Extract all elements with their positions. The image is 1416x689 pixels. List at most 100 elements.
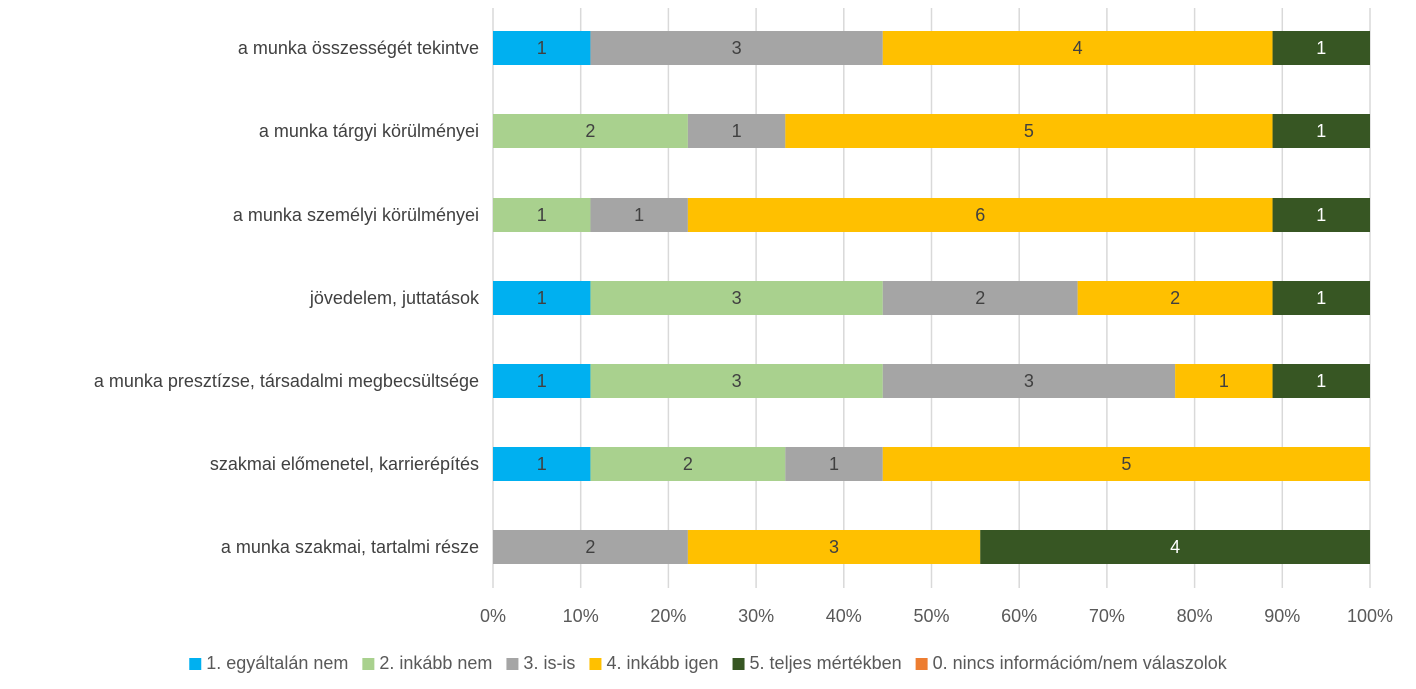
legend-item: 3. is-is bbox=[506, 653, 575, 673]
data-label: 5 bbox=[1121, 454, 1131, 474]
bar-segment bbox=[493, 31, 591, 65]
legend-label: 5. teljes mértékben bbox=[750, 653, 902, 673]
data-label: 3 bbox=[732, 38, 742, 58]
data-label: 2 bbox=[585, 537, 595, 557]
category-label: a munka tárgyi körülményei bbox=[259, 121, 479, 141]
bar-segment bbox=[882, 31, 1273, 65]
data-label: 1 bbox=[1316, 205, 1326, 225]
data-label: 3 bbox=[1024, 371, 1034, 391]
legend-label: 2. inkább nem bbox=[379, 653, 492, 673]
category-label: jövedelem, juttatások bbox=[309, 288, 480, 308]
bar-segment bbox=[882, 447, 1370, 481]
data-label: 1 bbox=[537, 454, 547, 474]
x-tick-label: 70% bbox=[1089, 606, 1125, 626]
legend-item: 0. nincs információm/nem válaszolok bbox=[915, 653, 1228, 673]
x-axis-tick-labels: 0% 10% 20% 30% 40% 50% 60% 70% 80% 90% 100% bbox=[480, 606, 1393, 626]
legend-label: 3. is-is bbox=[523, 653, 575, 673]
data-label: 1 bbox=[1316, 288, 1326, 308]
data-label: 2 bbox=[683, 454, 693, 474]
data-label: 5 bbox=[1024, 121, 1034, 141]
x-tick-label: 60% bbox=[1001, 606, 1037, 626]
bar-segment bbox=[687, 114, 786, 148]
bar-segment bbox=[493, 198, 591, 232]
legend-swatch bbox=[915, 658, 928, 670]
category-labels: a munka összességét tekintve a munka tárg… bbox=[94, 38, 480, 557]
x-tick-label: 20% bbox=[650, 606, 686, 626]
legend-label: 0. nincs információm/nem válaszolok bbox=[933, 653, 1228, 673]
x-tick-label: 30% bbox=[738, 606, 774, 626]
legend-swatch bbox=[189, 658, 202, 670]
bar-segment bbox=[785, 447, 883, 481]
legend-swatch bbox=[362, 658, 375, 670]
category-label: szakmai előmenetel, karrierépítés bbox=[210, 454, 479, 474]
data-label: 1 bbox=[537, 38, 547, 58]
bar-segment bbox=[687, 198, 1273, 232]
data-label: 1 bbox=[732, 121, 742, 141]
data-label: 1 bbox=[537, 371, 547, 391]
bar-segment bbox=[785, 114, 1273, 148]
bar-segment bbox=[590, 281, 883, 315]
data-label: 3 bbox=[732, 288, 742, 308]
x-tick-label: 80% bbox=[1177, 606, 1213, 626]
legend: 1. egyáltalán nem 2. inkább nem 3. is-is 4.… bbox=[189, 653, 1228, 673]
data-label: 1 bbox=[537, 288, 547, 308]
x-tick-label: 100% bbox=[1347, 606, 1393, 626]
data-labels: 1 3 4 12 1 5 11 1 6 11 3 2 2 11 3 3 1 11 2 1 52 3 4 bbox=[537, 38, 1327, 557]
data-label: 1 bbox=[829, 454, 839, 474]
data-label: 1 bbox=[537, 205, 547, 225]
bar-segment bbox=[1272, 31, 1370, 65]
bar-segment bbox=[590, 447, 786, 481]
bar-segment bbox=[590, 31, 883, 65]
legend-item: 5. teljes mértékben bbox=[732, 653, 902, 673]
bar-segment bbox=[882, 364, 1176, 398]
bars bbox=[493, 31, 1370, 564]
category-label: a munka presztízse, társadalmi megbecsül… bbox=[94, 371, 479, 391]
bar-segment bbox=[687, 530, 981, 564]
legend-swatch bbox=[506, 658, 519, 670]
data-label: 3 bbox=[829, 537, 839, 557]
bar-segment bbox=[493, 114, 688, 148]
bar-segment bbox=[1272, 364, 1370, 398]
legend-label: 1. egyáltalán nem bbox=[206, 653, 348, 673]
legend-item: 4. inkább igen bbox=[589, 653, 719, 673]
bar-segment bbox=[493, 364, 591, 398]
bar-segment bbox=[1272, 114, 1370, 148]
legend-item: 1. egyáltalán nem bbox=[189, 653, 348, 673]
bar-segment bbox=[882, 281, 1078, 315]
data-label: 1 bbox=[1316, 121, 1326, 141]
bar-segment bbox=[493, 281, 591, 315]
bar-segment bbox=[493, 530, 688, 564]
data-label: 4 bbox=[1170, 537, 1180, 557]
data-label: 1 bbox=[1219, 371, 1229, 391]
category-label: a munka összességét tekintve bbox=[238, 38, 479, 58]
bar-segment bbox=[1272, 198, 1370, 232]
legend-label: 4. inkább igen bbox=[606, 653, 718, 673]
x-tick-label: 40% bbox=[826, 606, 862, 626]
legend-item: 2. inkább nem bbox=[362, 653, 492, 673]
bar-segment bbox=[590, 198, 688, 232]
data-label: 2 bbox=[585, 121, 595, 141]
category-label: a munka személyi körülményei bbox=[233, 205, 479, 225]
data-label: 6 bbox=[975, 205, 985, 225]
x-tick-label: 90% bbox=[1264, 606, 1300, 626]
legend-swatch bbox=[732, 658, 745, 670]
bar-segment bbox=[493, 447, 591, 481]
data-label: 1 bbox=[1316, 38, 1326, 58]
x-tick-label: 50% bbox=[913, 606, 949, 626]
x-tick-label: 10% bbox=[563, 606, 599, 626]
bar-segment bbox=[1175, 364, 1273, 398]
data-label: 2 bbox=[1170, 288, 1180, 308]
x-tick-label: 0% bbox=[480, 606, 506, 626]
bar-segment bbox=[590, 364, 883, 398]
category-label: a munka szakmai, tartalmi része bbox=[221, 537, 479, 557]
legend-swatch bbox=[589, 658, 602, 670]
data-label: 1 bbox=[634, 205, 644, 225]
data-label: 3 bbox=[732, 371, 742, 391]
bar-segment bbox=[1272, 281, 1370, 315]
bar-segment bbox=[1077, 281, 1273, 315]
bar-segment bbox=[980, 530, 1370, 564]
data-label: 1 bbox=[1316, 371, 1326, 391]
data-label: 4 bbox=[1073, 38, 1083, 58]
